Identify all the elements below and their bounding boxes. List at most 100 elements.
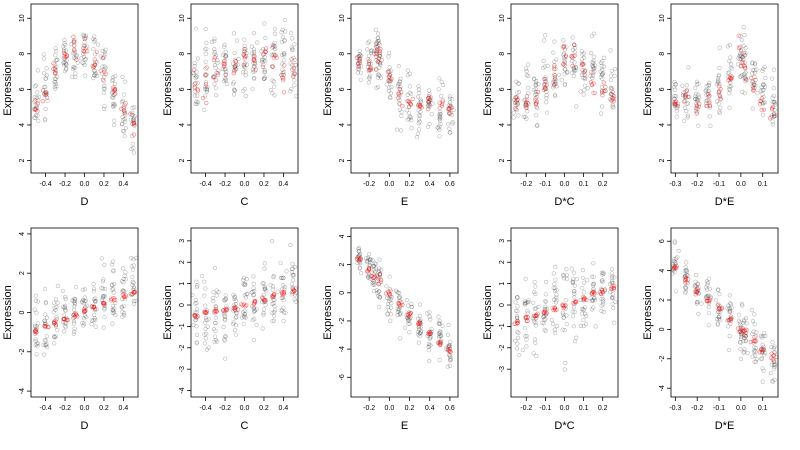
observed-point xyxy=(249,51,255,56)
fitted-point xyxy=(75,314,80,319)
observed-point xyxy=(717,292,722,297)
observed-point xyxy=(32,323,38,328)
fitted-point xyxy=(242,47,247,52)
y-axis-title: Expression xyxy=(482,61,494,115)
observed-point xyxy=(522,326,528,331)
observed-point xyxy=(130,279,135,285)
y-tick-label: 4 xyxy=(339,234,346,238)
observed-point xyxy=(745,351,750,356)
observed-point xyxy=(272,26,278,31)
observed-point xyxy=(531,351,536,356)
observed-point xyxy=(683,268,689,273)
observed-point xyxy=(741,339,746,344)
observed-point xyxy=(397,94,402,99)
observed-point xyxy=(272,40,277,46)
observed-point xyxy=(436,321,441,326)
observed-point xyxy=(278,260,283,265)
fitted-point xyxy=(673,102,678,107)
observed-point xyxy=(753,359,759,364)
observed-point xyxy=(523,97,528,102)
observed-point xyxy=(101,86,106,91)
observed-point xyxy=(371,264,377,269)
fitted-point xyxy=(281,72,286,78)
observed-point xyxy=(761,87,766,92)
observed-point xyxy=(772,344,777,349)
observed-point xyxy=(582,305,588,310)
observed-point xyxy=(389,301,394,306)
observed-point xyxy=(771,346,777,351)
observed-point xyxy=(427,104,432,109)
observed-point xyxy=(73,71,78,76)
y-tick-label: 2 xyxy=(19,271,26,275)
fitted-point xyxy=(281,90,287,95)
observed-point xyxy=(523,66,529,71)
observed-point xyxy=(45,98,50,103)
observed-point xyxy=(737,339,743,345)
observed-point xyxy=(110,286,116,292)
observed-point xyxy=(685,115,690,120)
fitted-series xyxy=(671,264,779,362)
fitted-point xyxy=(263,298,268,303)
observed-point xyxy=(261,62,266,67)
observed-point xyxy=(100,286,105,291)
fitted-point xyxy=(203,73,208,78)
observed-point xyxy=(243,295,248,300)
observed-point xyxy=(63,42,68,48)
observed-point xyxy=(206,345,211,350)
observed-point xyxy=(598,111,604,116)
observed-point xyxy=(93,59,98,64)
observed-point xyxy=(54,305,59,310)
observed-point xyxy=(82,299,87,304)
fitted-point xyxy=(744,78,749,83)
observed-point xyxy=(533,81,539,86)
observed-point xyxy=(53,76,58,81)
fitted-point xyxy=(751,338,756,344)
observed-point xyxy=(92,34,97,39)
fitted-point xyxy=(396,91,401,96)
observed-point xyxy=(417,331,422,336)
observed-point xyxy=(385,301,391,307)
observed-point xyxy=(551,85,556,90)
fitted-point xyxy=(512,97,517,102)
observed-point xyxy=(99,285,104,291)
observed-point xyxy=(707,105,713,110)
observed-point xyxy=(387,298,392,304)
observed-point xyxy=(376,38,381,43)
observed-point xyxy=(542,313,547,319)
y-tick-label: -4 xyxy=(339,346,346,352)
fitted-point xyxy=(542,82,547,87)
fitted-point xyxy=(192,67,197,72)
observed-point xyxy=(515,329,520,335)
observed-point xyxy=(53,79,58,85)
observed-point xyxy=(588,50,594,56)
observed-point xyxy=(544,95,549,100)
observed-point xyxy=(693,91,699,96)
observed-point xyxy=(533,320,538,325)
fitted-point xyxy=(203,310,208,315)
observed-point xyxy=(242,37,247,42)
x-tick-label: 0.2 xyxy=(99,405,109,412)
observed-point xyxy=(223,49,228,55)
observed-point xyxy=(715,322,721,327)
observed-point xyxy=(223,318,228,323)
fitted-point xyxy=(33,328,38,333)
observed-point xyxy=(367,76,372,81)
observed-point xyxy=(583,322,589,327)
observed-point xyxy=(759,356,764,361)
fitted-point xyxy=(204,310,209,315)
observed-point xyxy=(439,338,444,343)
observed-point xyxy=(365,259,370,265)
observed-point xyxy=(553,264,558,270)
observed-point xyxy=(84,315,89,320)
observed-point xyxy=(81,61,86,66)
fitted-point xyxy=(53,70,58,76)
observed-point xyxy=(101,325,106,330)
observed-point xyxy=(559,77,564,83)
observed-point xyxy=(750,354,755,359)
observed-point xyxy=(386,88,392,93)
observed-point xyxy=(378,75,384,80)
observed-point xyxy=(588,73,593,79)
